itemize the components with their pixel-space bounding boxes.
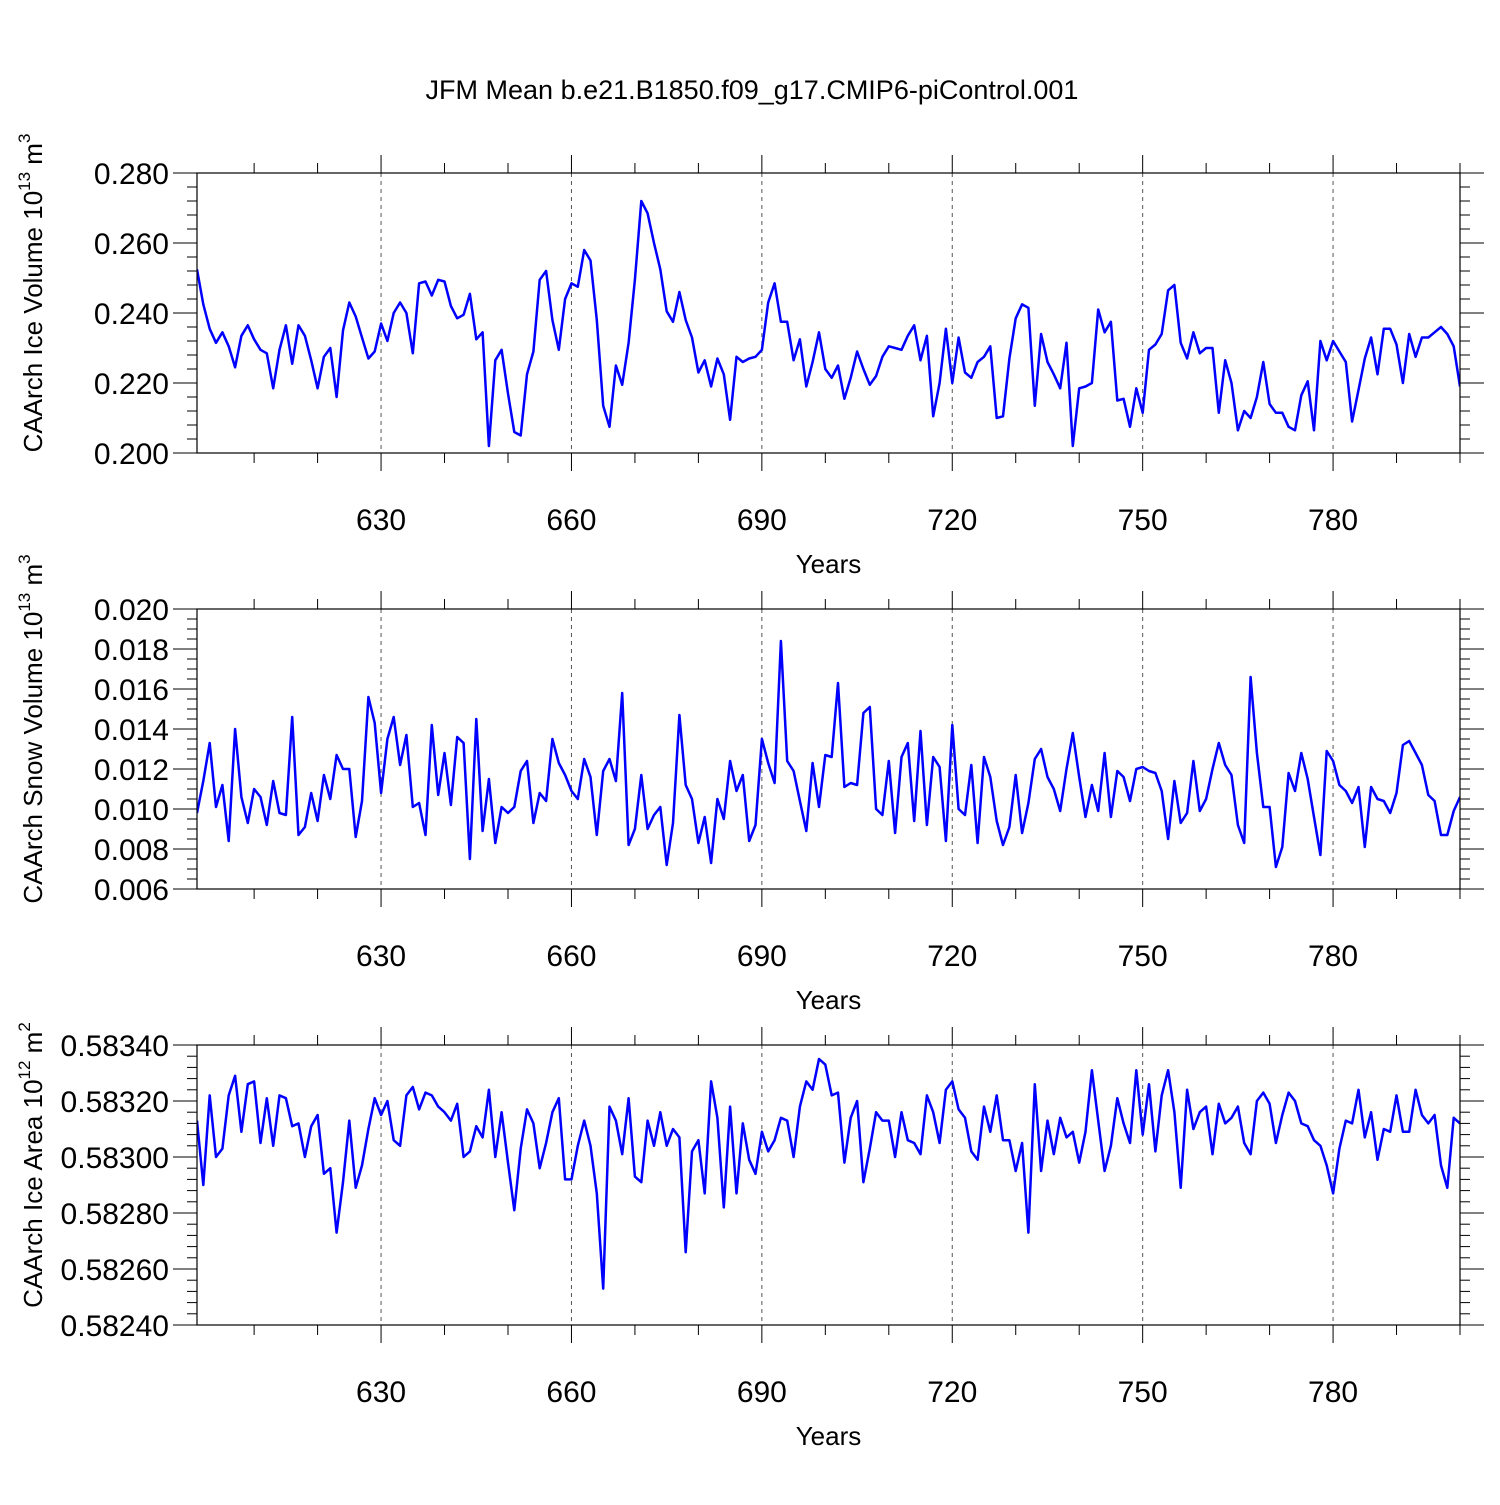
panel-1: 0.200 0.220 0.240 0.260 0.280 630 660 690 720 750… bbox=[15, 134, 1484, 579]
series-line bbox=[197, 1057, 1460, 1290]
y-axis-title: CAArch Ice Area 1012 m2 bbox=[15, 1022, 48, 1308]
y-tick-label: 0.006 bbox=[94, 874, 169, 907]
y-tick-label: 0.014 bbox=[94, 714, 169, 747]
plot-frame bbox=[196, 608, 1461, 890]
y-tick-label: 0.58240 bbox=[61, 1310, 169, 1343]
y-tick-label: 0.008 bbox=[94, 834, 169, 867]
y-tick-label: 0.200 bbox=[94, 438, 169, 471]
y-tick-label: 0.58300 bbox=[61, 1142, 169, 1175]
plot-frame bbox=[196, 1044, 1461, 1326]
y-tick-label: 0.016 bbox=[94, 674, 169, 707]
x-tick-label: 630 bbox=[356, 504, 406, 537]
x-tick-label: 690 bbox=[737, 1376, 787, 1409]
x-tick-label: 660 bbox=[546, 1376, 596, 1409]
y-tick-label: 0.018 bbox=[94, 634, 169, 667]
y-tick-label: 0.58280 bbox=[61, 1198, 169, 1231]
panel-3: 0.58240 0.58260 0.58280 0.58300 0.58320 0.583… bbox=[15, 1022, 1484, 1451]
x-tick-label: 690 bbox=[737, 940, 787, 973]
plot-frame bbox=[196, 172, 1461, 454]
y-tick-label: 0.280 bbox=[94, 158, 169, 191]
y-tick-label: 0.260 bbox=[94, 228, 169, 261]
y-tick-label: 0.010 bbox=[94, 794, 169, 827]
chart-title: JFM Mean b.e21.B1850.f09_g17.CMIP6-piCon… bbox=[426, 75, 1079, 105]
x-tick-label: 690 bbox=[737, 504, 787, 537]
y-tick-label: 0.020 bbox=[94, 594, 169, 627]
x-tick-label: 750 bbox=[1118, 940, 1168, 973]
x-tick-label: 780 bbox=[1308, 1376, 1358, 1409]
y-tick-label: 0.58260 bbox=[61, 1254, 169, 1287]
x-tick-label: 630 bbox=[356, 940, 406, 973]
x-axis-title: Years bbox=[796, 985, 862, 1015]
series-line bbox=[197, 199, 1460, 448]
panel-2: 0.006 0.008 0.010 0.012 0.014 0.016 0.018 0.020… bbox=[15, 554, 1484, 1015]
y-axis-title: CAArch Snow Volume 1013 m3 bbox=[15, 554, 48, 903]
x-tick-label: 660 bbox=[546, 940, 596, 973]
y-tick-label: 0.58320 bbox=[61, 1086, 169, 1119]
y-tick-label: 0.58340 bbox=[61, 1030, 169, 1063]
y-tick-label: 0.220 bbox=[94, 368, 169, 401]
x-axis-title: Years bbox=[796, 549, 862, 579]
x-tick-label: 750 bbox=[1118, 504, 1168, 537]
x-tick-label: 720 bbox=[927, 1376, 977, 1409]
x-tick-label: 630 bbox=[356, 1376, 406, 1409]
x-tick-label: 750 bbox=[1118, 1376, 1168, 1409]
x-tick-label: 720 bbox=[927, 940, 977, 973]
x-axis-title: Years bbox=[796, 1421, 862, 1451]
x-tick-label: 780 bbox=[1308, 504, 1358, 537]
y-tick-label: 0.240 bbox=[94, 298, 169, 331]
x-tick-label: 720 bbox=[927, 504, 977, 537]
x-tick-label: 660 bbox=[546, 504, 596, 537]
y-axis-title: CAArch Ice Volume 1013 m3 bbox=[15, 134, 48, 453]
x-tick-label: 780 bbox=[1308, 940, 1358, 973]
series-line bbox=[197, 639, 1460, 869]
y-tick-label: 0.012 bbox=[94, 754, 169, 787]
